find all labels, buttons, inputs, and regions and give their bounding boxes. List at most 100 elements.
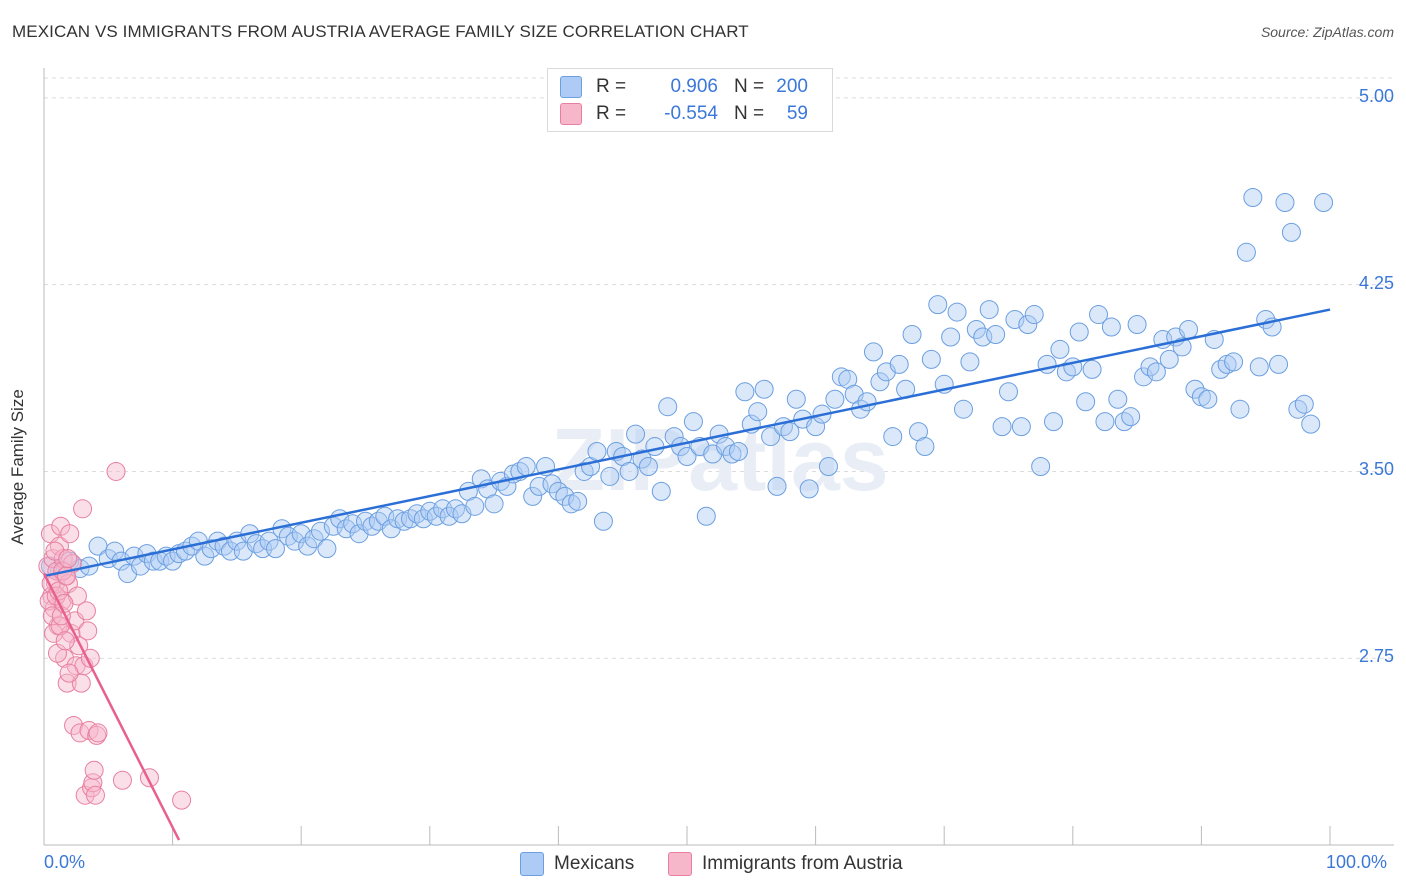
point-mexicans xyxy=(1249,357,1269,377)
point-mexicans xyxy=(1159,349,1179,369)
point-austria xyxy=(59,663,79,683)
point-mexicans xyxy=(317,539,337,559)
point-mexicans xyxy=(214,536,234,556)
point-mexicans xyxy=(310,521,330,541)
point-mexicans xyxy=(1314,192,1334,212)
point-austria xyxy=(76,601,96,621)
point-mexicans xyxy=(336,519,356,539)
point-mexicans xyxy=(696,506,716,526)
point-mexicans xyxy=(921,349,941,369)
point-mexicans xyxy=(754,379,774,399)
stats-legend: R = 0.906 N = 200 R = -0.554 N = 59 xyxy=(547,68,833,132)
point-mexicans xyxy=(999,382,1018,402)
point-mexicans xyxy=(1275,192,1295,212)
point-mexicans xyxy=(593,511,613,531)
bottom-legend-label: Mexicans xyxy=(554,853,635,874)
trend-line-mexicans xyxy=(43,308,1331,578)
point-mexicans xyxy=(163,551,183,571)
point-mexicans xyxy=(1101,317,1121,337)
point-mexicans xyxy=(523,486,543,506)
point-mexicans xyxy=(1269,354,1289,374)
point-mexicans xyxy=(1134,367,1154,387)
y-tick-label: 4.25 xyxy=(1358,272,1394,293)
point-mexicans xyxy=(143,551,163,571)
point-mexicans xyxy=(574,461,594,481)
point-mexicans xyxy=(1031,456,1051,476)
point-mexicans xyxy=(992,417,1012,437)
point-mexicans xyxy=(555,486,575,506)
legend-n-label: N = xyxy=(734,76,765,97)
legend-r-label: R = xyxy=(596,76,627,97)
point-mexicans xyxy=(645,437,665,457)
point-mexicans xyxy=(960,352,980,372)
point-mexicans xyxy=(651,481,671,501)
point-mexicans xyxy=(1050,339,1070,359)
point-mexicans xyxy=(1224,352,1244,372)
bottom-legend-austria: Immigrants from Austria xyxy=(668,851,903,877)
legend-n-label: N = xyxy=(734,103,765,124)
point-austria xyxy=(57,673,77,693)
point-mexicans xyxy=(883,427,903,447)
point-mexicans xyxy=(1179,320,1199,340)
point-mexicans xyxy=(619,461,639,481)
point-mexicans xyxy=(516,456,536,476)
point-austria xyxy=(106,461,126,481)
point-austria xyxy=(55,631,75,651)
point-mexicans xyxy=(1198,389,1218,409)
y-axis-label: Average Family Size xyxy=(8,389,27,545)
point-mexicans xyxy=(889,354,909,374)
legend-r-label: R = xyxy=(596,103,627,124)
point-mexicans xyxy=(863,342,883,362)
point-mexicans xyxy=(658,397,678,417)
point-mexicans xyxy=(986,324,1006,344)
point-mexicans xyxy=(748,402,768,422)
point-mexicans xyxy=(1095,412,1115,432)
point-mexicans xyxy=(716,437,736,457)
point-mexicans xyxy=(587,442,607,462)
point-mexicans xyxy=(285,531,305,551)
point-mexicans xyxy=(806,417,826,437)
point-mexicans xyxy=(966,320,986,340)
point-mexicans xyxy=(1172,337,1192,357)
point-mexicans xyxy=(818,456,838,476)
point-mexicans xyxy=(1076,392,1096,412)
point-mexicans xyxy=(941,327,961,347)
point-mexicans xyxy=(265,539,285,559)
point-mexicans xyxy=(638,456,658,476)
point-mexicans xyxy=(1294,394,1314,414)
point-austria xyxy=(88,723,108,743)
point-austria xyxy=(58,549,78,569)
point-mexicans xyxy=(799,479,819,499)
point-mexicans xyxy=(1281,222,1301,242)
point-mexicans xyxy=(1127,315,1147,335)
point-mexicans xyxy=(1044,412,1064,432)
grid-lines xyxy=(44,77,1394,659)
point-mexicans xyxy=(1114,412,1134,432)
point-mexicans xyxy=(548,481,568,501)
point-mexicans xyxy=(600,466,620,486)
point-mexicans xyxy=(786,389,806,409)
point-mexicans xyxy=(632,449,652,469)
point-mexicans xyxy=(568,491,588,511)
point-austria xyxy=(44,623,64,643)
point-mexicans xyxy=(362,516,382,536)
series-immigrants-from-austria xyxy=(38,461,192,810)
point-mexicans xyxy=(728,442,748,462)
point-austria xyxy=(172,790,192,810)
trend-lines xyxy=(42,308,1331,841)
point-mexicans xyxy=(1230,399,1250,419)
point-mexicans xyxy=(195,546,215,566)
legend-r-value: 0.906 xyxy=(670,76,718,97)
point-mexicans xyxy=(304,529,324,549)
legend-swatch-blue xyxy=(560,76,582,98)
legend-row-mexicans: R = 0.906 N = 200 xyxy=(560,74,808,100)
legend-row-austria: R = -0.554 N = 59 xyxy=(560,101,808,127)
point-mexicans xyxy=(1108,389,1128,409)
point-mexicans xyxy=(979,300,999,320)
point-mexicans xyxy=(484,494,504,514)
point-mexicans xyxy=(1056,362,1076,382)
point-mexicans xyxy=(1121,407,1141,427)
point-mexicans xyxy=(1288,399,1308,419)
point-mexicans xyxy=(683,412,703,432)
